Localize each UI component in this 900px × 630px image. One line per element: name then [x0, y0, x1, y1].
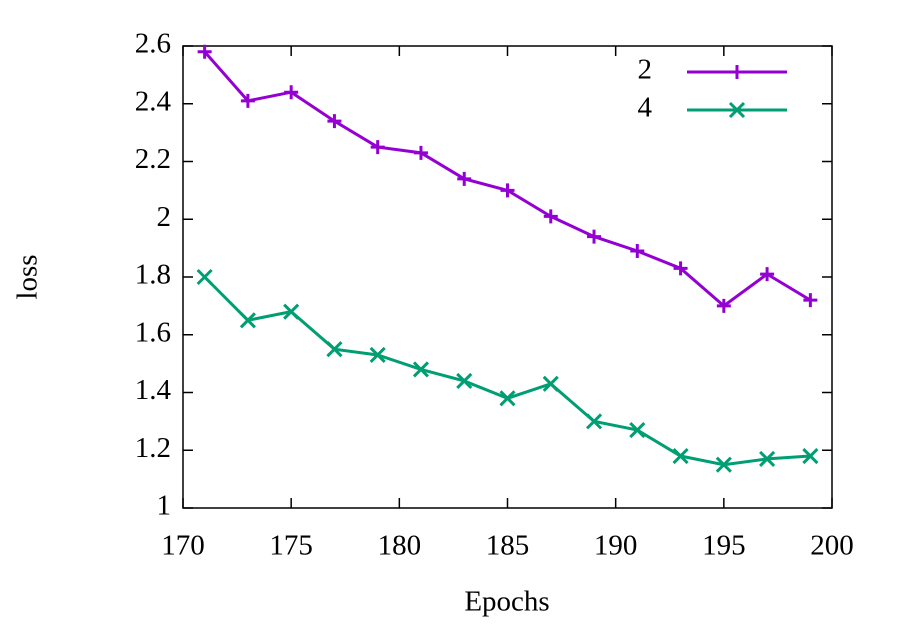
point: [283, 303, 300, 320]
point: [802, 447, 819, 465]
y-tick-label: 1: [157, 490, 172, 522]
point: [239, 312, 256, 329]
point: [673, 261, 688, 276]
x-tick-label: 170: [161, 530, 205, 562]
point: [629, 421, 646, 439]
y-axis-label: loss: [12, 254, 44, 299]
x-tick-label: 195: [702, 530, 746, 562]
point: [759, 450, 776, 467]
point: [196, 268, 213, 286]
x-tick-label: 180: [378, 530, 422, 562]
series-line: [203, 50, 812, 308]
point: [370, 140, 385, 155]
y-tick-label: 2.2: [135, 143, 171, 175]
point: [327, 114, 342, 129]
y-tick-label: 2: [157, 201, 172, 233]
point: [542, 375, 559, 392]
plot-frame: [182, 45, 833, 509]
point: [412, 361, 430, 378]
point: [543, 209, 558, 224]
point: [413, 145, 428, 160]
point: [587, 229, 602, 244]
point: [284, 85, 299, 100]
legend-marker: [728, 101, 746, 119]
legend-label: 4: [638, 92, 653, 124]
x-tick-label: 185: [486, 530, 530, 562]
x-tick-label: 200: [810, 530, 854, 562]
point: [197, 44, 212, 59]
y-tick-label: 2.6: [135, 28, 171, 60]
legend-marker: [730, 65, 744, 79]
point: [457, 171, 472, 186]
y-tick-label: 1.8: [135, 259, 171, 291]
point: [803, 293, 818, 308]
x-tick-label: 190: [594, 530, 638, 562]
point: [456, 372, 473, 390]
point: [499, 390, 516, 407]
point: [716, 298, 731, 313]
y-tick-label: 1.6: [135, 316, 171, 348]
y-tick-label: 2.4: [135, 85, 172, 117]
x-tick-label: 175: [269, 530, 313, 562]
point: [672, 447, 689, 465]
point: [240, 93, 255, 108]
point: [760, 267, 775, 282]
point: [369, 346, 386, 364]
y-tick-label: 1.2: [135, 432, 171, 464]
point: [630, 244, 645, 259]
y-tick-label: 1.4: [135, 374, 172, 406]
point: [500, 183, 515, 198]
point: [326, 341, 343, 358]
x-axis-label: Epochs: [464, 586, 549, 618]
point: [585, 413, 603, 430]
legend-label: 2: [638, 54, 653, 86]
point: [715, 456, 732, 473]
